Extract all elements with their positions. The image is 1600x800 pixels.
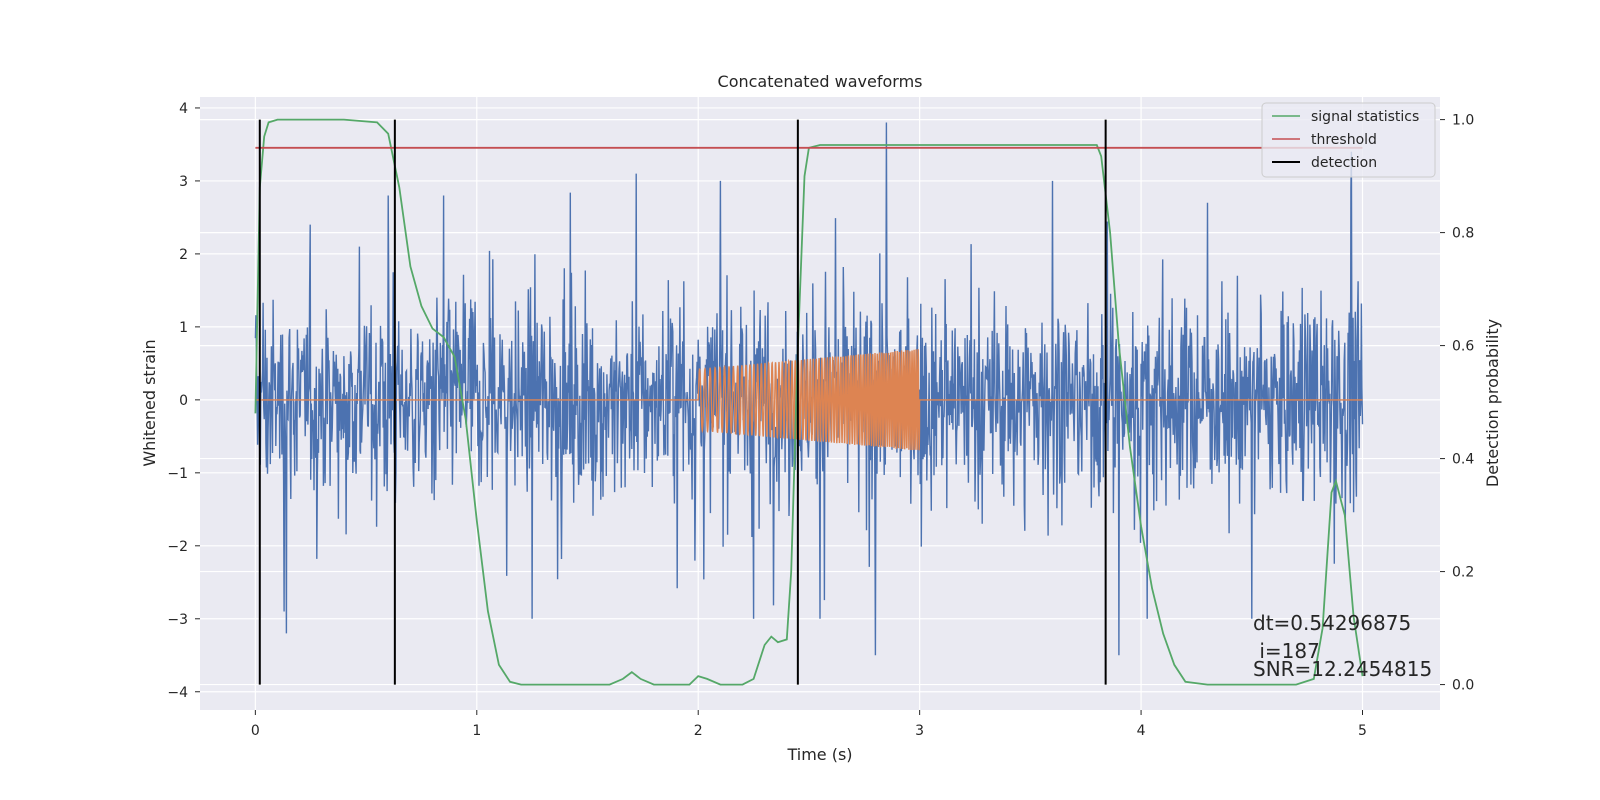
y2-tick-label-4: 0.8 bbox=[1452, 226, 1474, 242]
y-tick-label-5: 1 bbox=[179, 320, 188, 336]
annotation-i: i=187 bbox=[1253, 639, 1320, 663]
injection-series-line bbox=[255, 349, 1363, 451]
y2-axis-label: Detection probability bbox=[1483, 319, 1502, 487]
annotation-dt: dt=0.54296875 bbox=[1253, 611, 1411, 635]
x-tick-label-2: 2 bbox=[694, 723, 703, 739]
y2-tick-label-3: 0.6 bbox=[1452, 339, 1474, 355]
x-tick-label-1: 1 bbox=[472, 723, 481, 739]
legend-label-detection: detection bbox=[1311, 155, 1377, 171]
y-tick-label-0: −4 bbox=[167, 685, 188, 701]
annotation-snr: SNR=12.2454815 bbox=[1253, 657, 1432, 681]
y2-tick-label-2: 0.4 bbox=[1452, 452, 1474, 468]
y-tick-label-7: 3 bbox=[179, 174, 188, 190]
x-tick-label-4: 4 bbox=[1137, 723, 1146, 739]
x-tick-label-0: 0 bbox=[251, 723, 260, 739]
x-tick-label-5: 5 bbox=[1358, 723, 1367, 739]
y-tick-label-4: 0 bbox=[179, 393, 188, 409]
legend-label-signal-statistics: signal statistics bbox=[1311, 109, 1419, 125]
x-axis-label: Time (s) bbox=[786, 745, 852, 764]
legend: signal statistics threshold detection bbox=[1261, 102, 1436, 178]
ticks: 0 1 2 3 4 5 −4 −3 −2 −1 0 1 2 3 4 0.0 0.2 0.4 0.6 0.8 1.0 bbox=[167, 101, 1474, 739]
y-tick-label-1: −3 bbox=[167, 612, 188, 628]
chart-title: Concatenated waveforms bbox=[718, 72, 923, 91]
legend-label-threshold: threshold bbox=[1311, 132, 1377, 148]
x-tick-label-3: 3 bbox=[915, 723, 924, 739]
plot-layer bbox=[254, 118, 1364, 686]
series-signal-statistics-line bbox=[254, 118, 1364, 686]
y-tick-label-3: −1 bbox=[167, 466, 188, 482]
y2-tick-label-5: 1.0 bbox=[1452, 113, 1474, 129]
y-tick-label-2: −2 bbox=[167, 539, 188, 555]
y2-tick-label-1: 0.2 bbox=[1452, 565, 1474, 581]
y2-tick-label-0: 0.0 bbox=[1452, 678, 1474, 694]
y-tick-label-6: 2 bbox=[179, 247, 188, 263]
y-tick-label-8: 4 bbox=[179, 101, 188, 117]
y-axis-label: Whitened strain bbox=[140, 339, 159, 466]
legend-box bbox=[1261, 102, 1436, 178]
